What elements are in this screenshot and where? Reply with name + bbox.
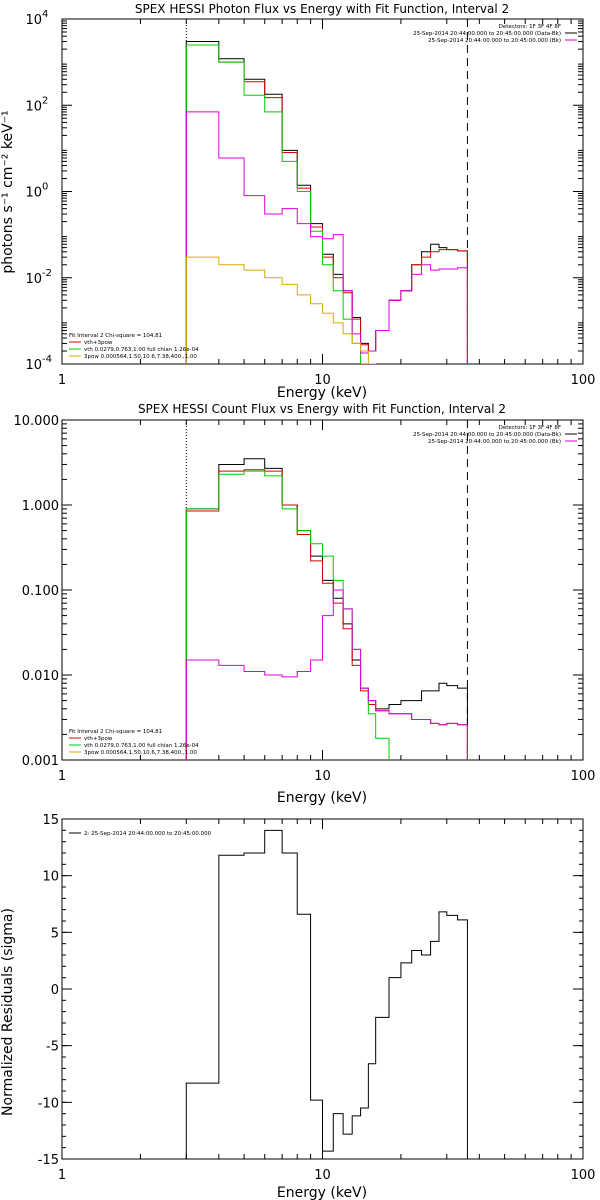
y-tick-exponent: 2 xyxy=(42,95,48,106)
residuals-x-axis-label: Energy (keV) xyxy=(277,1185,367,1200)
series-line-0 xyxy=(185,41,468,364)
x-tick-label: 100 xyxy=(571,373,596,388)
count-flux-plot-area: 1 10 100 0.001 0.010 0.100 1.000 10.000 Detector… xyxy=(14,414,596,784)
y-tick-label: 5 xyxy=(51,926,59,941)
count-flux-x-axis-label: Energy (keV) xyxy=(277,790,367,806)
x-tick-label: 10 xyxy=(314,373,331,388)
y-tick-label: 10 xyxy=(25,99,42,114)
y-tick-exponent: 0 xyxy=(42,182,48,193)
y-tick-label: -15 xyxy=(38,1153,59,1168)
y-tick-exponent: -4 xyxy=(42,354,52,365)
count-flux-panel: SPEX HESSI Count Flux vs Energy with Fit… xyxy=(14,402,596,806)
y-tick-exponent: -2 xyxy=(42,268,52,279)
x-tick-label: 100 xyxy=(571,769,596,784)
photon-flux-x-axis-label: Energy (keV) xyxy=(277,385,367,401)
y-tick-label: 10 xyxy=(25,13,42,28)
plot-frame xyxy=(61,419,584,761)
legend-left-entry: 2: 25-Sep-2014 20:44:00.000 to 20:45:00.… xyxy=(84,831,212,837)
y-tick-label: 10 xyxy=(25,186,42,201)
y-tick-exponent: 4 xyxy=(42,9,48,20)
photon-flux-y-axis-label: photons s⁻¹ cm⁻² keV⁻¹ xyxy=(0,110,16,273)
legend-left-entry: Fit Interval 2 Chi-square = 104.81 xyxy=(69,333,162,339)
y-tick-label: 10.000 xyxy=(14,414,60,429)
legend-right-entry: Detectors: 1F 3F 4F 8F xyxy=(499,425,561,431)
legend-left-entry: 3pow 0.000564,1.50,10.6,7.38,400.,1.00 xyxy=(84,750,197,756)
y-tick-label: 10 xyxy=(25,358,42,373)
legend-left-entry: vth 0.0279,0.763,1.00 full chian 1.26e-0… xyxy=(84,743,199,749)
series-line-0 xyxy=(185,458,468,760)
y-tick-label: 0.010 xyxy=(22,669,59,684)
y-tick-label: 15 xyxy=(42,813,59,828)
data-lines xyxy=(185,420,468,760)
y-tick-label: 1.000 xyxy=(22,499,59,514)
y-tick-label: 0.100 xyxy=(22,584,59,599)
series-line-2 xyxy=(185,44,369,364)
series-line-1 xyxy=(185,44,468,364)
data-lines xyxy=(185,19,468,364)
legend-left-entry: vth+3pow xyxy=(84,340,113,346)
series-line-2 xyxy=(185,470,390,760)
y-tick-label: 10 xyxy=(25,272,42,287)
x-tick-label: 1 xyxy=(58,769,66,784)
series-line-3 xyxy=(185,111,468,364)
y-tick-label: 0.001 xyxy=(22,754,59,769)
legend-left-entry: 3pow 0.000564,1.50,10.6,7.38,400.,1.00 xyxy=(84,354,197,360)
x-tick-label: 1 xyxy=(58,373,66,388)
x-tick-label: 1 xyxy=(58,1168,66,1183)
legend-left-entry: vth 0.0279,0.763,1.00 full chian 1.26e-0… xyxy=(84,347,199,353)
x-tick-label: 10 xyxy=(314,769,331,784)
legend-right-entry: 25-Sep-2014 20:44:00.000 to 20:45:00.000… xyxy=(413,432,561,438)
legend-right-entry: 25-Sep-2014 20:44:00.000 to 20:45:00.000… xyxy=(413,31,561,37)
photon-flux-panel: SPEX HESSI Photon Flux vs Energy with Fi… xyxy=(0,2,596,401)
series-line-0 xyxy=(185,829,468,1159)
series-line-1 xyxy=(185,469,468,760)
x-tick-label: 100 xyxy=(571,1168,596,1183)
residuals-plot-area: 1 10 100 -15 -10 -5 0 5 10 15 2: 25-Sep-2014 20:44… xyxy=(38,813,596,1183)
legend-right-entry: 25-Sep-2014 20:44:00.000 to 20:45:00.000… xyxy=(428,439,561,445)
data-lines xyxy=(185,829,468,1159)
legend-right-entry: 25-Sep-2014 20:44:00.000 to 20:45:00.000… xyxy=(428,38,561,44)
residuals-panel: 1 10 100 -15 -10 -5 0 5 10 15 2: 25-Sep-2014 20:44… xyxy=(0,813,595,1200)
legend-right-entry: Detectors: 1F 3F 4F 8F xyxy=(499,24,561,30)
legend-left-entry: Fit Interval 2 Chi-square = 104.81 xyxy=(69,729,162,735)
series-line-4 xyxy=(185,256,377,364)
y-tick-label: -5 xyxy=(46,1040,59,1055)
count-flux-title: SPEX HESSI Count Flux vs Energy with Fit… xyxy=(138,402,506,416)
y-tick-label: 10 xyxy=(42,870,59,885)
photon-flux-title: SPEX HESSI Photon Flux vs Energy with Fi… xyxy=(135,2,509,16)
series-line-3 xyxy=(185,589,468,760)
residuals-y-axis-label: Normalized Residuals (sigma) xyxy=(0,908,16,1116)
y-tick-label: -10 xyxy=(38,1096,59,1111)
y-tick-label: 0 xyxy=(51,983,59,998)
legend-left-entry: vth+3pow xyxy=(84,736,113,742)
x-tick-label: 10 xyxy=(314,1168,331,1183)
